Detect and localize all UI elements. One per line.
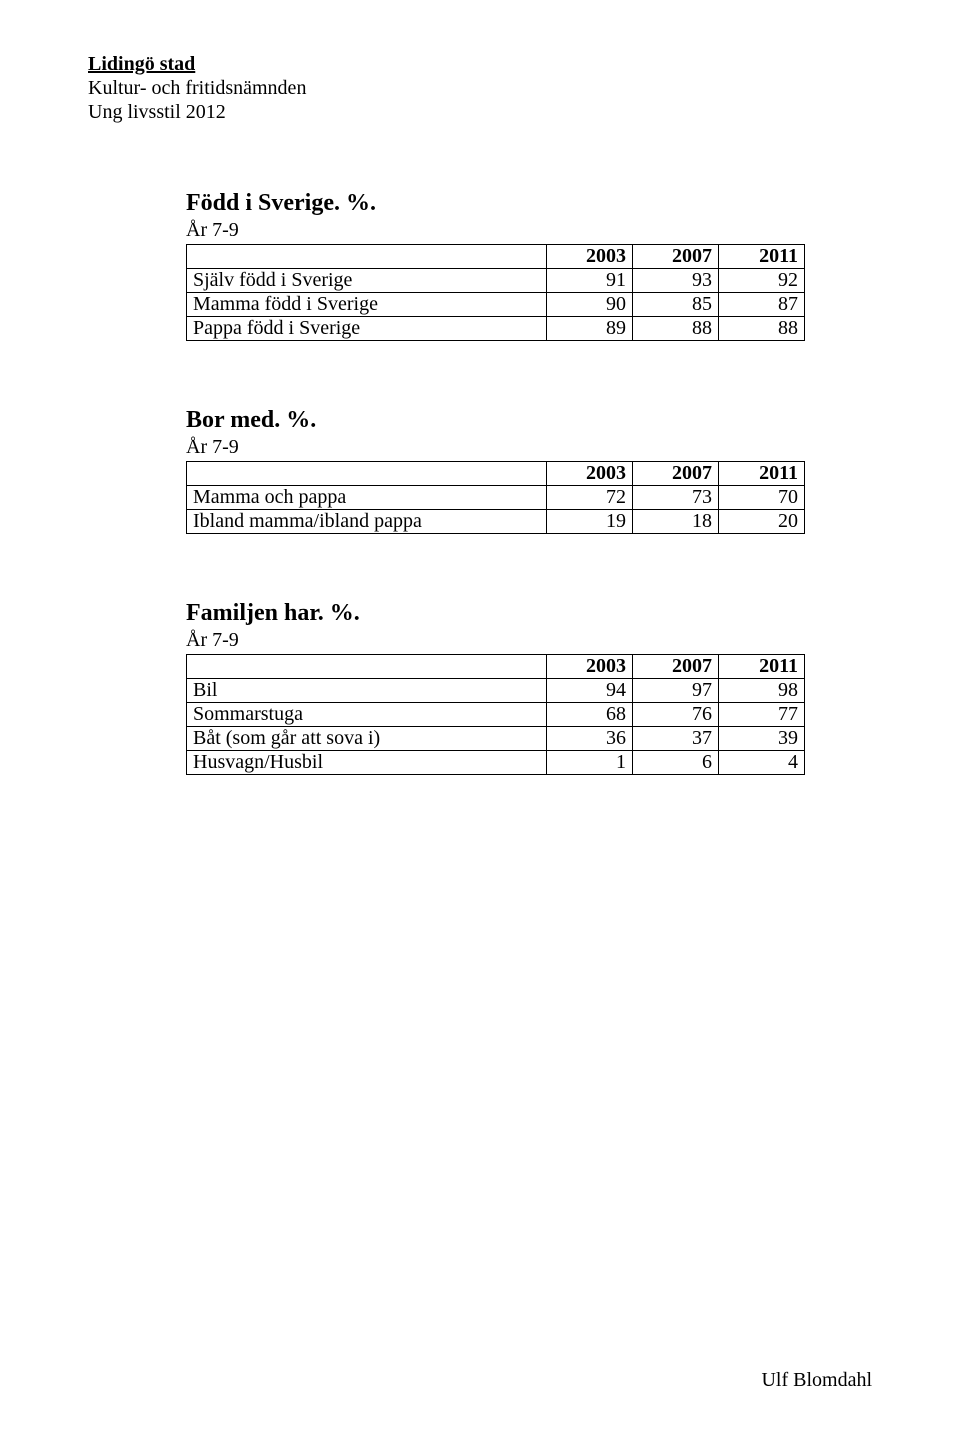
- row-value: 94: [547, 679, 633, 703]
- header-line-2: Kultur- och fritidsnämnden: [88, 76, 872, 100]
- table-lives-with: 2003 2007 2011 Mamma och pappa 72 73 70 …: [186, 461, 805, 534]
- row-label: Ibland mamma/ibland pappa: [187, 510, 547, 534]
- section-title: Familjen har. %.: [186, 600, 872, 627]
- table-header-blank: [187, 655, 547, 679]
- row-value: 98: [719, 679, 805, 703]
- table-row: Sommarstuga 68 76 77: [187, 703, 805, 727]
- row-value: 4: [719, 751, 805, 775]
- row-value: 37: [633, 727, 719, 751]
- row-value: 73: [633, 486, 719, 510]
- table-header-row: 2003 2007 2011: [187, 462, 805, 486]
- footer-author: Ulf Blomdahl: [761, 1369, 872, 1392]
- table-header-row: 2003 2007 2011: [187, 655, 805, 679]
- table-header-blank: [187, 245, 547, 269]
- row-value: 20: [719, 510, 805, 534]
- page: Lidingö stad Kultur- och fritidsnämnden …: [0, 0, 960, 1436]
- table-header-year: 2007: [633, 655, 719, 679]
- table-row: Mamma och pappa 72 73 70: [187, 486, 805, 510]
- row-label: Pappa född i Sverige: [187, 317, 547, 341]
- header-line-1: Lidingö stad: [88, 52, 872, 76]
- row-value: 92: [719, 269, 805, 293]
- header-line-3: Ung livsstil 2012: [88, 100, 872, 124]
- section-lives-with: Bor med. %. År 7-9 2003 2007 2011 Mamma …: [186, 407, 872, 534]
- table-row: Husvagn/Husbil 1 6 4: [187, 751, 805, 775]
- row-value: 90: [547, 293, 633, 317]
- row-value: 68: [547, 703, 633, 727]
- row-value: 77: [719, 703, 805, 727]
- row-value: 93: [633, 269, 719, 293]
- row-value: 89: [547, 317, 633, 341]
- row-value: 88: [633, 317, 719, 341]
- table-row: Ibland mamma/ibland pappa 19 18 20: [187, 510, 805, 534]
- table-header-year: 2003: [547, 655, 633, 679]
- section-title: Född i Sverige. %.: [186, 190, 872, 217]
- table-born-in-sweden: 2003 2007 2011 Själv född i Sverige 91 9…: [186, 244, 805, 341]
- section-born-in-sweden: Född i Sverige. %. År 7-9 2003 2007 2011…: [186, 190, 872, 341]
- row-value: 72: [547, 486, 633, 510]
- row-value: 36: [547, 727, 633, 751]
- section-subtitle: År 7-9: [186, 436, 872, 459]
- row-value: 97: [633, 679, 719, 703]
- row-label: Båt (som går att sova i): [187, 727, 547, 751]
- table-header-blank: [187, 462, 547, 486]
- row-value: 76: [633, 703, 719, 727]
- row-value: 88: [719, 317, 805, 341]
- table-header-year: 2003: [547, 462, 633, 486]
- section-subtitle: År 7-9: [186, 629, 872, 652]
- row-value: 91: [547, 269, 633, 293]
- row-label: Själv född i Sverige: [187, 269, 547, 293]
- section-subtitle: År 7-9: [186, 219, 872, 242]
- table-row: Pappa född i Sverige 89 88 88: [187, 317, 805, 341]
- row-value: 70: [719, 486, 805, 510]
- table-row: Båt (som går att sova i) 36 37 39: [187, 727, 805, 751]
- row-value: 1: [547, 751, 633, 775]
- table-header-year: 2011: [719, 655, 805, 679]
- row-value: 85: [633, 293, 719, 317]
- table-row: Bil 94 97 98: [187, 679, 805, 703]
- row-value: 87: [719, 293, 805, 317]
- row-label: Mamma och pappa: [187, 486, 547, 510]
- row-value: 39: [719, 727, 805, 751]
- section-family-has: Familjen har. %. År 7-9 2003 2007 2011 B…: [186, 600, 872, 775]
- row-value: 6: [633, 751, 719, 775]
- table-family-has: 2003 2007 2011 Bil 94 97 98 Sommarstuga …: [186, 654, 805, 775]
- table-header-year: 2011: [719, 245, 805, 269]
- table-row: Mamma född i Sverige 90 85 87: [187, 293, 805, 317]
- table-header-year: 2007: [633, 245, 719, 269]
- row-value: 18: [633, 510, 719, 534]
- row-label: Mamma född i Sverige: [187, 293, 547, 317]
- table-row: Själv född i Sverige 91 93 92: [187, 269, 805, 293]
- row-label: Sommarstuga: [187, 703, 547, 727]
- table-header-row: 2003 2007 2011: [187, 245, 805, 269]
- page-header: Lidingö stad Kultur- och fritidsnämnden …: [88, 52, 872, 124]
- table-header-year: 2007: [633, 462, 719, 486]
- row-label: Husvagn/Husbil: [187, 751, 547, 775]
- row-label: Bil: [187, 679, 547, 703]
- table-header-year: 2003: [547, 245, 633, 269]
- table-header-year: 2011: [719, 462, 805, 486]
- section-title: Bor med. %.: [186, 407, 872, 434]
- row-value: 19: [547, 510, 633, 534]
